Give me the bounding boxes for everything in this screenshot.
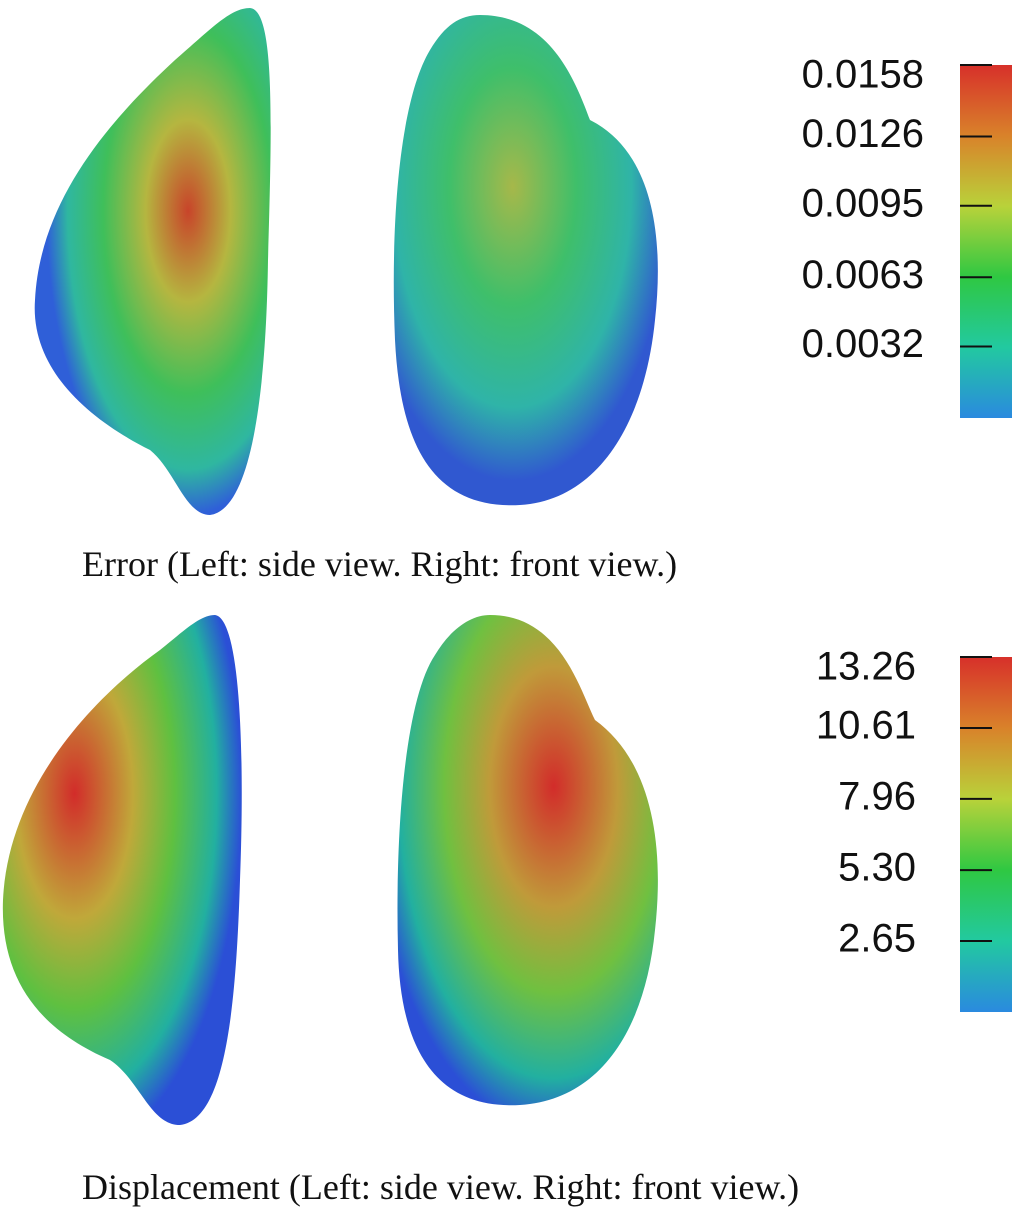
- displacement-front-view: [397, 615, 657, 1105]
- tick-label: 13.26: [816, 645, 916, 689]
- caption: Error (Left: side view. Right: front vie…: [82, 544, 677, 584]
- tick-label: 2.65: [838, 917, 916, 961]
- tick-label: 0.0032: [802, 322, 924, 366]
- colorbar: [960, 657, 1012, 1012]
- error-renders: [35, 8, 658, 515]
- tick-label: 0.0095: [802, 181, 924, 225]
- figure: Error (Left: side view. Right: front vie…: [0, 0, 1013, 1211]
- tick-label: 0.0126: [802, 112, 924, 156]
- tick-label: 0.0158: [802, 53, 924, 97]
- colorbar: [960, 65, 1012, 418]
- displacement-renders: [3, 615, 658, 1125]
- tick-label: 0.0063: [802, 253, 924, 297]
- error-front-view: [394, 15, 658, 505]
- tick-label: 5.30: [838, 846, 916, 890]
- tick-label: 10.61: [816, 704, 916, 748]
- error-side-view: [35, 8, 271, 515]
- displacement-side-view: [3, 615, 242, 1125]
- tick-label: 7.96: [838, 774, 916, 818]
- caption: Displacement (Left: side view. Right: fr…: [82, 1167, 799, 1207]
